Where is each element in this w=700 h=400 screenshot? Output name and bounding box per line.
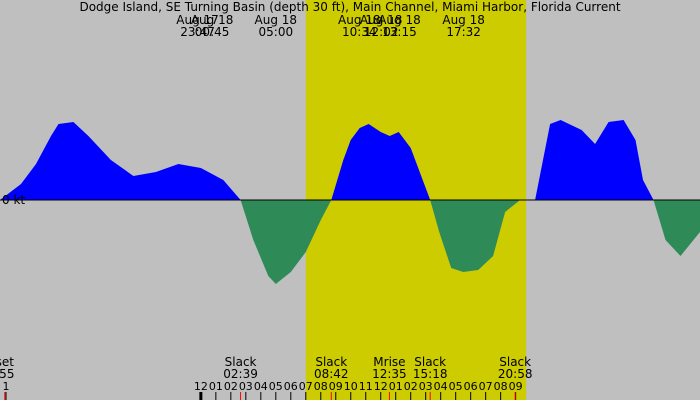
flood-area xyxy=(535,120,654,200)
hour-tick-label: 06 xyxy=(284,380,298,393)
top-event-time: 12:02 xyxy=(364,25,399,39)
hour-tick-label: 07 xyxy=(299,380,313,393)
ebb-area xyxy=(653,200,700,256)
bottom-event-label: Slack xyxy=(315,355,347,369)
hour-tick-label: 10 xyxy=(344,380,358,393)
bottom-event-time: 08:42 xyxy=(314,367,349,381)
hour-tick-label: 05 xyxy=(449,380,463,393)
hour-tick-label: 07 xyxy=(479,380,493,393)
current-area-layer xyxy=(0,120,700,284)
hour-tick-label: 08 xyxy=(494,380,508,393)
top-event-date: Aug 18 xyxy=(442,13,485,27)
top-event-time: 05:00 xyxy=(259,25,294,39)
top-event-date: Aug 18 xyxy=(191,13,234,27)
top-event-time: 10:34 xyxy=(342,25,377,39)
hour-tick-label: 01 xyxy=(389,380,403,393)
hour-tick-label: 09 xyxy=(329,380,343,393)
top-event-time: 17:32 xyxy=(446,25,481,39)
bottom-event-time: 20:58 xyxy=(498,367,533,381)
top-event-time: 13:15 xyxy=(382,25,417,39)
hour-tick-label: 02 xyxy=(224,380,238,393)
bottom-event-label: Mrise xyxy=(373,355,405,369)
hour-tick-label: 12 xyxy=(194,380,208,393)
bottom-event-label: Slack xyxy=(225,355,257,369)
hour-tick-label: 04 xyxy=(434,380,448,393)
bottom-event-time: 02:39 xyxy=(223,367,258,381)
bottom-event-label: set xyxy=(0,355,14,369)
bottom-event-label: Slack xyxy=(499,355,531,369)
ebb-area xyxy=(240,200,332,284)
hour-axis: 1 12 01 02 03 04 05 06 07 08 09 10 11 12 01 02 03 04 05 06 0… xyxy=(2,380,523,400)
top-event-date: Aug 18 xyxy=(338,13,381,27)
hour-tick-label: 09 xyxy=(509,380,523,393)
top-event-date: Aug 18 xyxy=(360,13,403,27)
hour-tick-label: 01 xyxy=(209,380,223,393)
bottom-event-time: 15:18 xyxy=(413,367,448,381)
hour-tick-label: 1 xyxy=(2,380,9,393)
hour-tick-label: 08 xyxy=(314,380,328,393)
top-event-date: Aug 17 xyxy=(176,13,219,27)
hour-tick-label: 03 xyxy=(419,380,433,393)
top-event-date: Aug 18 xyxy=(255,13,298,27)
bottom-event-time: 12:35 xyxy=(372,367,407,381)
bottom-events-layer: set:55Slack02:39Slack08:42Mrise12:35Slac… xyxy=(0,355,532,381)
bottom-event-label: Slack xyxy=(414,355,446,369)
hour-tick-label: 11 xyxy=(359,380,373,393)
top-event-time: 23:47 xyxy=(180,25,215,39)
chart-title: Dodge Island, SE Turning Basin (depth 30… xyxy=(79,0,620,14)
zero-kt-label: 0 kt xyxy=(2,193,25,207)
bottom-event-time: :55 xyxy=(0,367,14,381)
hour-tick-label: 12 xyxy=(374,380,388,393)
flood-area xyxy=(331,124,431,200)
hour-tick-label: 03 xyxy=(239,380,253,393)
hour-tick-label: 06 xyxy=(464,380,478,393)
flood-area xyxy=(0,122,241,200)
hour-tick-label: 04 xyxy=(254,380,268,393)
hour-tick-label: 02 xyxy=(404,380,418,393)
top-event-date: Aug 18 xyxy=(378,13,421,27)
ebb-area xyxy=(430,200,521,272)
top-event-time: 00:45 xyxy=(195,25,230,39)
hour-tick-label: 05 xyxy=(269,380,283,393)
